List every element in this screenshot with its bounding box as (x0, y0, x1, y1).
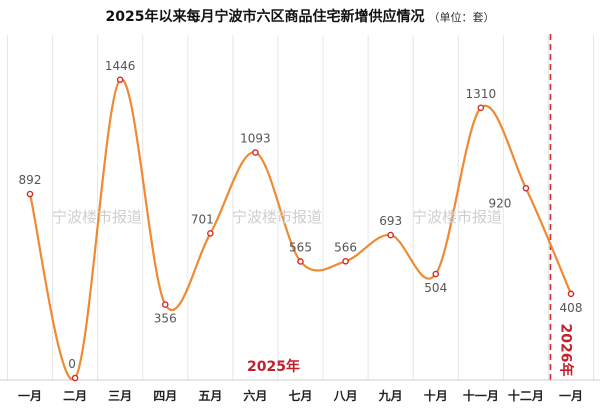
x-tick-label: 一月 (18, 389, 42, 403)
data-label: 504 (424, 281, 447, 295)
watermark-2: 宁波楼市报道 (232, 208, 323, 226)
data-point (477, 104, 485, 112)
x-tick-label: 四月 (153, 389, 177, 403)
x-tick-label: 五月 (198, 389, 222, 403)
data-point (207, 230, 214, 237)
data-label: 693 (379, 214, 402, 228)
data-point (252, 149, 259, 156)
watermark-3: 宁波楼市报道 (412, 208, 503, 226)
data-label: 1093 (240, 132, 271, 146)
chart-title: 2025年以来每月宁波市六区商品住宅新增供应情况 （单位：套） (0, 6, 600, 26)
data-point (161, 301, 169, 308)
watermark-1: 宁波楼市报道 (52, 208, 143, 226)
x-tick-label: 六月 (243, 388, 267, 403)
data-label: 920 (488, 196, 511, 210)
data-point (116, 76, 124, 84)
x-tick-label: 九月 (378, 388, 403, 403)
data-label: 892 (19, 173, 42, 187)
data-point (567, 290, 575, 298)
data-labels: 892 0 1446 356 701 1093 565 566 693 504 1310 920 408 (19, 59, 583, 371)
x-tick-label: 七月 (288, 389, 312, 403)
data-point (522, 184, 530, 192)
x-tick-label: 三月 (108, 389, 132, 403)
x-tick-label: 二月 (63, 389, 87, 403)
chart-title-text: 2025年以来每月宁波市六区商品住宅新增供应情况 (105, 9, 425, 25)
data-point (26, 190, 34, 198)
data-points (26, 76, 575, 382)
data-label: 701 (191, 212, 214, 226)
data-label: 1446 (105, 59, 136, 73)
data-point (342, 257, 349, 265)
data-label: 565 (289, 240, 312, 254)
data-point (432, 270, 440, 278)
data-point (71, 374, 79, 382)
series-path (28, 78, 573, 381)
data-label: 356 (154, 312, 177, 326)
series-line (28, 78, 573, 381)
data-point (297, 258, 304, 265)
chart-unit: （单位：套） (428, 11, 495, 24)
data-label: 0 (68, 357, 76, 371)
year-label-2025: 2025年 (247, 359, 300, 375)
x-tick-labels: 一月 二月 三月 四月 五月 六月 七月 八月 九月 十月 十一月 十二月 一月 (18, 388, 583, 403)
x-tick-label: 十月 (424, 388, 448, 403)
x-tick-label: 十二月 (508, 388, 544, 403)
x-tick-label: 一月 (559, 389, 583, 403)
data-label: 408 (560, 301, 583, 315)
x-tick-label: 八月 (333, 389, 358, 403)
data-label: 1310 (466, 87, 497, 101)
data-point (387, 231, 394, 239)
year-label-2026: 2026年 (557, 323, 574, 377)
data-label: 566 (334, 240, 357, 254)
x-tick-label: 十一月 (463, 388, 499, 403)
